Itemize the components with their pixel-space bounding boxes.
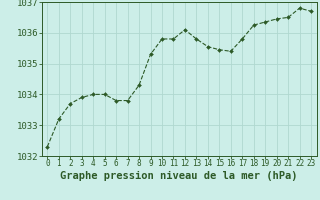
X-axis label: Graphe pression niveau de la mer (hPa): Graphe pression niveau de la mer (hPa) — [60, 171, 298, 181]
